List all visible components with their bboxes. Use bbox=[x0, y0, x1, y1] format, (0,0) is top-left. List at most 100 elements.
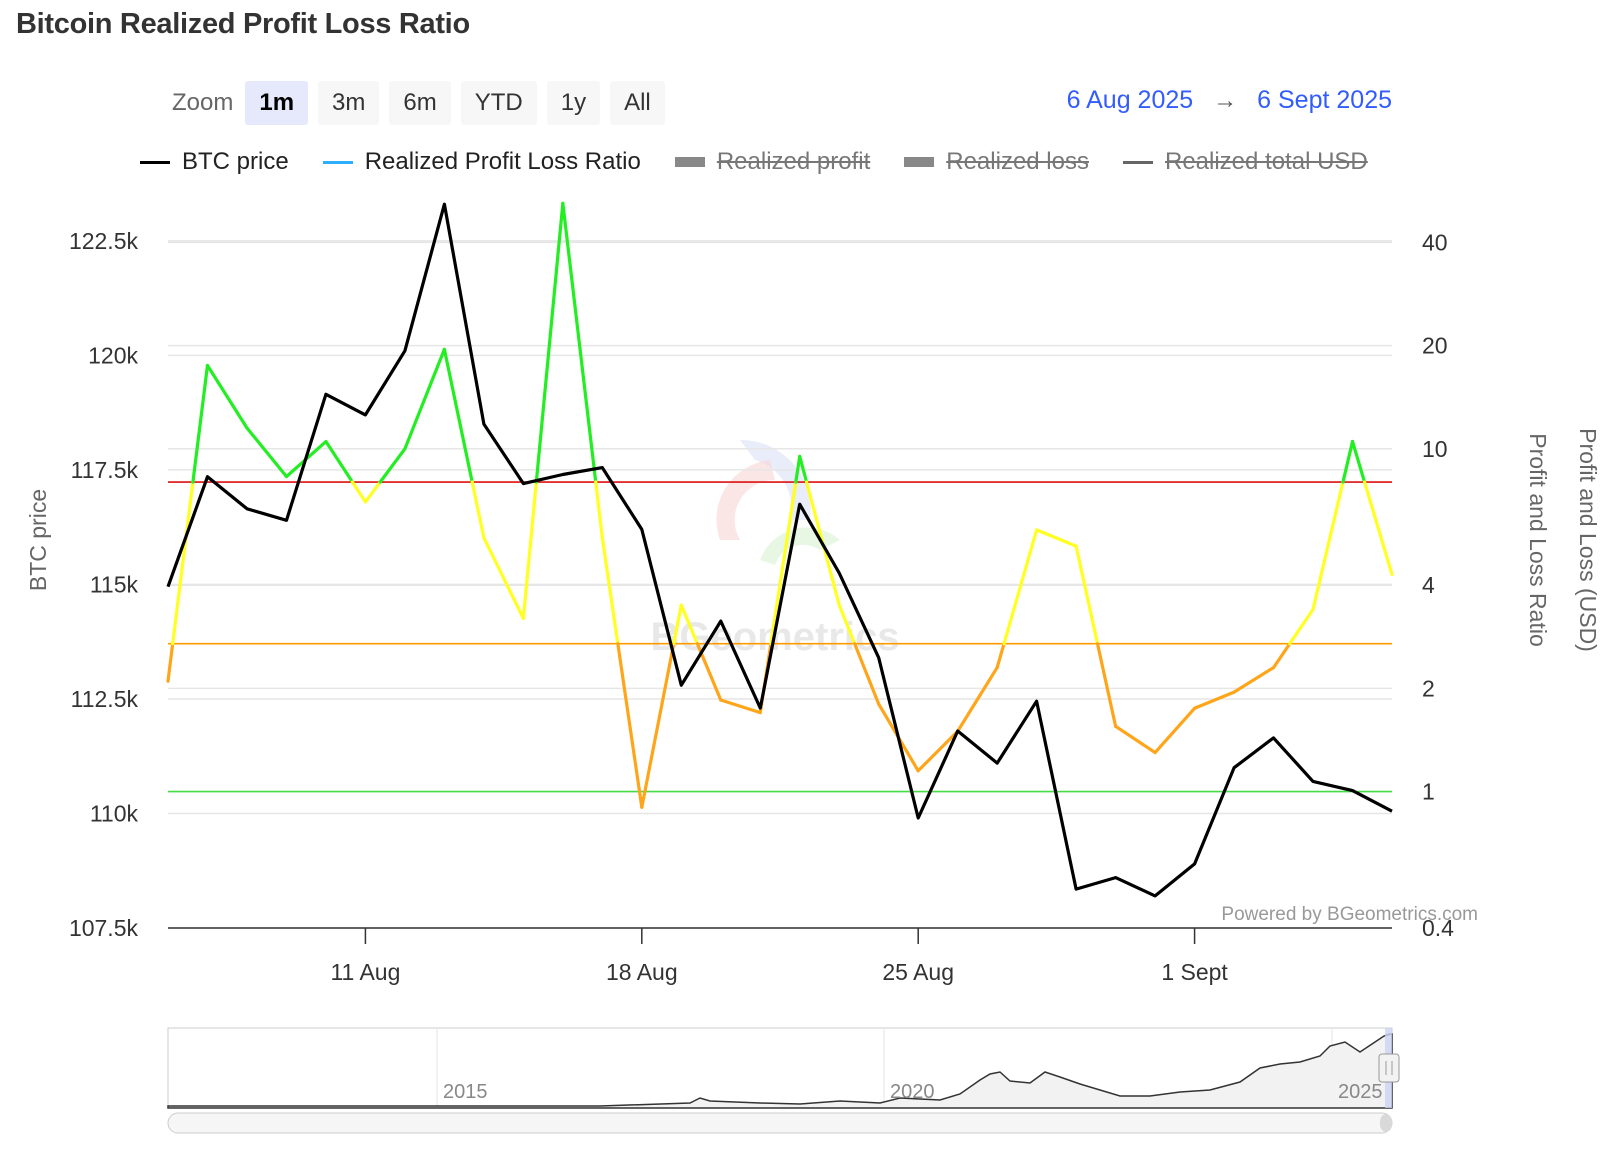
right-tick-label: 40 bbox=[1422, 229, 1448, 255]
legend-item-realized-total[interactable]: Realized total USD bbox=[1122, 148, 1368, 176]
left-tick-label: 110k bbox=[90, 800, 139, 826]
ratio-line-segment bbox=[403, 347, 446, 451]
range-from-input[interactable]: 6 Aug 2025 bbox=[1066, 86, 1194, 114]
ratio-line-segment bbox=[798, 454, 809, 484]
ratio-line-segment bbox=[521, 480, 538, 621]
ratio-line-segment bbox=[679, 603, 699, 646]
scrollbar-thumb[interactable] bbox=[1380, 1114, 1392, 1132]
zoom-1m-button[interactable]: 1m bbox=[245, 81, 309, 125]
ratio-line-segment bbox=[1192, 690, 1236, 710]
navigator-series bbox=[167, 1033, 1393, 1109]
ratio-line-segment bbox=[594, 480, 604, 540]
price-series bbox=[166, 202, 1393, 898]
zoom-bar: Zoom 1m 3m 6m YTD 1y All bbox=[172, 80, 675, 126]
right-axis-title-usd: Profit and Loss (USD) bbox=[1575, 428, 1601, 652]
left-axis: 107.5k 110k 112.5k 115k 117.5k 120k 122.5k bbox=[69, 228, 139, 941]
zoom-label: Zoom bbox=[172, 89, 234, 116]
ratio-line-segment bbox=[171, 480, 195, 646]
zoom-1y-button[interactable]: 1y bbox=[546, 81, 601, 125]
line-swatch-icon bbox=[140, 160, 170, 164]
x-tick-label: 11 Aug bbox=[330, 959, 400, 985]
navigator-label: 2025 bbox=[1338, 1081, 1383, 1103]
zoom-ytd-button[interactable]: YTD bbox=[460, 81, 537, 125]
ratio-line-segment bbox=[1232, 665, 1276, 694]
ratio-line-segment bbox=[956, 665, 999, 733]
zoom-6m-button[interactable]: 6m bbox=[389, 81, 451, 125]
navigator-label: 2020 bbox=[890, 1081, 935, 1103]
ratio-line-segment bbox=[442, 347, 474, 484]
x-tick-label: 18 Aug bbox=[606, 959, 678, 985]
right-tick-label: 2 bbox=[1422, 675, 1435, 701]
ratio-line-segment bbox=[1288, 607, 1315, 646]
ratio-line-segment bbox=[1153, 706, 1197, 755]
left-tick-label: 117.5k bbox=[71, 457, 139, 483]
ratio-line-segment bbox=[561, 201, 598, 484]
ratio-line-segment bbox=[1035, 528, 1078, 548]
ratio-line-segment bbox=[1095, 642, 1118, 728]
ratio-line-segment bbox=[600, 536, 620, 646]
ratio-line-segment bbox=[1362, 480, 1394, 577]
navigator[interactable]: 2015 2020 2025 bbox=[167, 1027, 1400, 1134]
x-tick-label: 25 Aug bbox=[882, 959, 954, 985]
x-axis: 11 Aug 18 Aug 25 Aug 1 Sept bbox=[168, 927, 1392, 985]
bar-swatch-icon bbox=[674, 157, 705, 167]
ratio-line-segment bbox=[245, 426, 289, 479]
ratio-line-segment bbox=[1350, 439, 1367, 484]
credit-text[interactable]: Powered by BGeometrics.com bbox=[1221, 904, 1478, 925]
right-axis-title-ratio: Profit and Loss Ratio bbox=[1525, 433, 1551, 647]
ratio-line-segment bbox=[205, 363, 249, 430]
line-swatch-icon bbox=[1122, 160, 1153, 164]
bar-swatch-icon bbox=[904, 157, 935, 167]
ratio-line-segment bbox=[769, 480, 798, 646]
range-to-input[interactable]: 6 Sept 2025 bbox=[1257, 86, 1392, 114]
legend-item-realized-profit[interactable]: Realized profit bbox=[674, 148, 871, 176]
reference-lines bbox=[168, 481, 1392, 793]
ratio-line-segment bbox=[534, 201, 565, 484]
right-tick-label: 10 bbox=[1422, 436, 1448, 462]
ratio-line-segment bbox=[1311, 480, 1345, 611]
legend-label: Realized Profit Loss Ratio bbox=[364, 148, 641, 175]
chart-title: Bitcoin Realized Profit Loss Ratio bbox=[16, 8, 470, 40]
ratio-line-segment bbox=[166, 642, 175, 683]
left-tick-label: 122.5k bbox=[69, 228, 139, 254]
x-tick-label: 1 Sept bbox=[1161, 959, 1228, 985]
legend-label: Realized total USD bbox=[1164, 148, 1368, 175]
ratio-line-segment bbox=[616, 642, 644, 809]
line-swatch-icon bbox=[322, 160, 353, 164]
price-line bbox=[166, 202, 1393, 898]
right-tick-label: 1 bbox=[1422, 779, 1435, 805]
legend: BTC price Realized Profit Loss Ratio Rea… bbox=[140, 148, 1402, 176]
legend-item-realized-loss[interactable]: Realized loss bbox=[904, 148, 1089, 176]
date-range: 6 Aug 2025 → 6 Sept 2025 bbox=[1067, 86, 1392, 115]
ratio-line-segment bbox=[640, 642, 676, 809]
ratio-line-segment bbox=[1341, 439, 1355, 484]
ratio-line-segment bbox=[350, 480, 368, 504]
right-tick-label: 4 bbox=[1422, 572, 1435, 598]
zoom-3m-button[interactable]: 3m bbox=[318, 81, 380, 125]
ratio-line-segment bbox=[1114, 724, 1157, 755]
left-tick-label: 107.5k bbox=[69, 915, 139, 941]
legend-item-btc-price[interactable]: BTC price bbox=[140, 148, 289, 176]
navigator-handle-icon[interactable] bbox=[1378, 1053, 1400, 1083]
ratio-series bbox=[166, 201, 1394, 809]
scrollbar-track[interactable] bbox=[167, 1112, 1393, 1134]
ratio-line-segment bbox=[719, 698, 762, 715]
left-tick-label: 112.5k bbox=[71, 686, 139, 712]
left-tick-label: 120k bbox=[88, 342, 138, 368]
legend-label: BTC price bbox=[182, 148, 289, 175]
legend-label: Realized loss bbox=[946, 148, 1089, 175]
right-tick-label: 20 bbox=[1422, 333, 1448, 359]
ratio-line-segment bbox=[1074, 544, 1100, 646]
left-axis-title: BTC price bbox=[25, 489, 51, 591]
ratio-line-segment bbox=[995, 642, 1006, 670]
left-tick-label: 115k bbox=[90, 571, 139, 597]
ratio-line-segment bbox=[482, 536, 525, 621]
legend-label: Realized profit bbox=[716, 148, 871, 175]
ratio-line-segment bbox=[191, 363, 210, 484]
ratio-line-segment bbox=[470, 480, 486, 540]
zoom-all-button[interactable]: All bbox=[610, 81, 665, 125]
ratio-line-segment bbox=[672, 603, 683, 646]
ratio-line-segment bbox=[363, 480, 382, 504]
legend-item-ratio[interactable]: Realized Profit Loss Ratio bbox=[322, 148, 641, 176]
